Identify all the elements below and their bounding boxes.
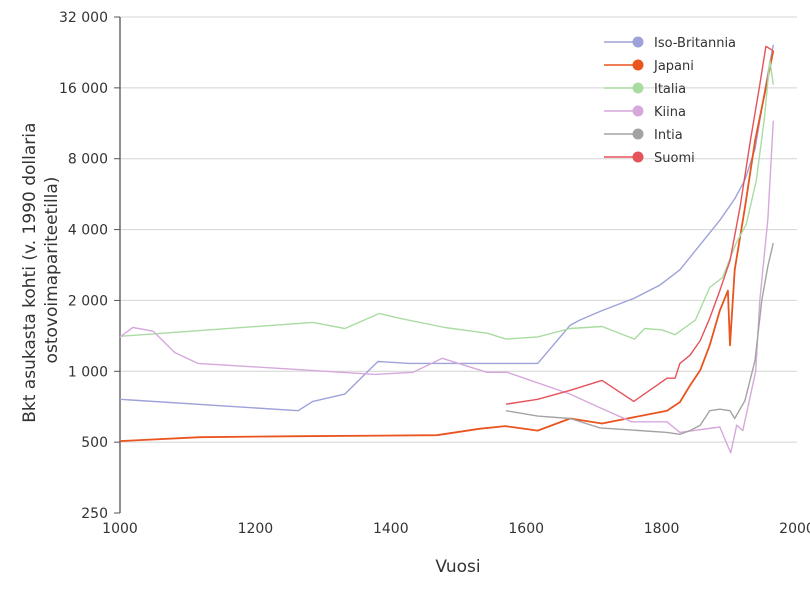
y-tick-label: 32 000 — [59, 10, 108, 26]
legend-marker — [632, 128, 644, 140]
y-axis-label: Bkt asukasta kohti (v. 1990 dollaria ost… — [20, 117, 62, 423]
x-axis-label: Vuosi — [435, 557, 480, 577]
x-tick-label: 1200 — [238, 521, 274, 537]
legend-label: Suomi — [654, 151, 695, 166]
legend-label: Iso-Britannia — [654, 36, 736, 51]
legend-item: Iso-Britannia — [604, 36, 736, 51]
y-axis-ticks: 250 500 1 000 2 000 4 000 8 000 16 000 32 000 — [59, 10, 120, 522]
legend-label: Kiina — [654, 105, 686, 120]
legend-marker — [632, 105, 644, 117]
legend-item: Italia — [604, 82, 686, 97]
x-tick-label: 1600 — [508, 521, 544, 537]
legend-marker — [632, 36, 644, 48]
y-tick-label: 250 — [81, 506, 108, 522]
y-tick-label: 2 000 — [68, 293, 108, 309]
y-tick-label: 8 000 — [68, 152, 108, 168]
y-tick-label: 4 000 — [68, 223, 108, 239]
legend-label: Italia — [654, 82, 686, 97]
legend-label: Japani — [653, 59, 694, 74]
legend-label: Intia — [654, 128, 683, 143]
x-tick-label: 1400 — [373, 521, 409, 537]
legend-marker — [632, 151, 644, 163]
legend-marker — [632, 59, 644, 71]
gridlines — [120, 16, 797, 443]
legend-marker — [632, 82, 644, 94]
legend-item: Japani — [604, 59, 694, 74]
y-axis-label-line-2: ostovoimapariteetilla) — [42, 177, 62, 364]
series-line-1 — [119, 50, 775, 442]
series-line-0 — [119, 44, 774, 412]
legend-item: Intia — [604, 128, 683, 143]
series-lines — [119, 44, 775, 454]
legend-item: Suomi — [604, 151, 695, 166]
y-tick-label: 1 000 — [68, 364, 108, 380]
legend: Iso-Britannia Japani Italia Kiina Intia Suomi — [604, 36, 736, 166]
y-tick-label: 16 000 — [59, 81, 108, 97]
series-line-3 — [119, 120, 774, 454]
y-tick-label: 500 — [81, 435, 108, 451]
series-line-2 — [119, 59, 774, 340]
x-tick-label: 1800 — [644, 521, 680, 537]
series-line-4 — [505, 243, 774, 435]
legend-item: Kiina — [604, 105, 686, 120]
x-tick-label: 1000 — [102, 521, 138, 537]
y-axis-label-line-1: Bkt asukasta kohti (v. 1990 dollaria — [20, 123, 40, 423]
series-line-5 — [505, 45, 774, 405]
